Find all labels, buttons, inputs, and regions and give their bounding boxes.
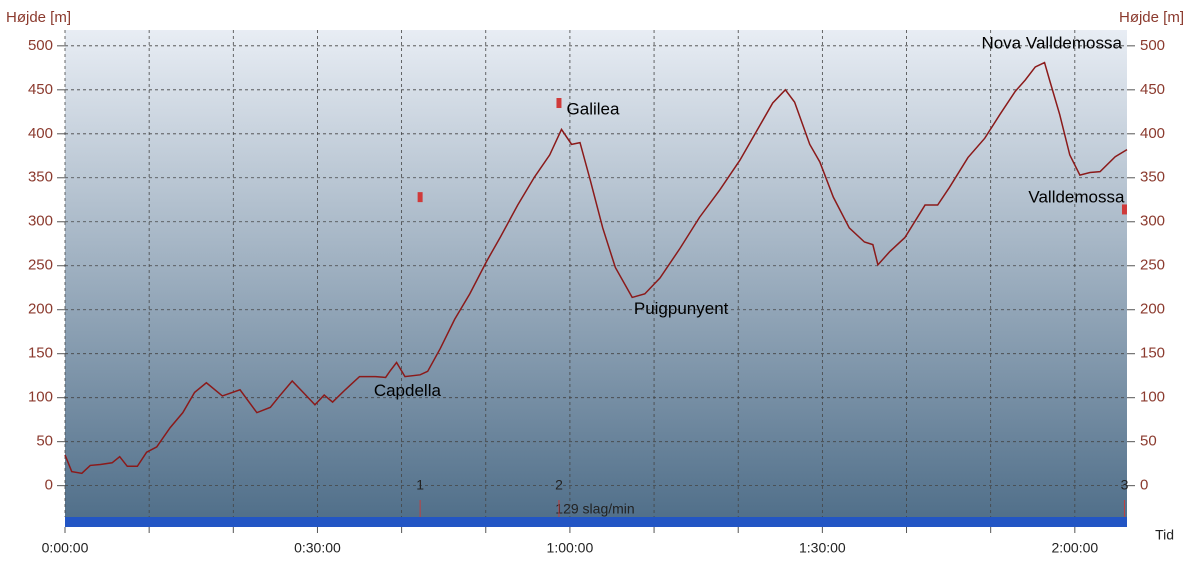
y2-tick-label: 0 xyxy=(1140,477,1148,494)
annotation: Nova Valldemossa xyxy=(981,34,1122,53)
y-tick-label: 300 xyxy=(28,213,53,230)
x-tick-label: 0:30:00 xyxy=(294,540,341,556)
y-axis-label: Højde [m] xyxy=(6,9,71,26)
waypoint-marker xyxy=(556,98,562,109)
y2-axis-label: Højde [m] xyxy=(1119,9,1184,26)
annotation: Capdella xyxy=(374,381,442,400)
annotation: Galilea xyxy=(567,100,620,119)
y-tick-label: 450 xyxy=(28,81,53,98)
waypoint-marker xyxy=(417,192,423,203)
annotation: Valldemossa xyxy=(1028,187,1125,206)
y-tick-label: 150 xyxy=(28,345,53,362)
y2-tick-label: 450 xyxy=(1140,81,1165,98)
y-tick-label: 500 xyxy=(28,37,53,54)
lap-label: 1 xyxy=(416,477,424,493)
y-tick-label: 350 xyxy=(28,169,53,186)
x-tick-label: 1:30:00 xyxy=(799,540,846,556)
elevation-line xyxy=(64,61,1128,475)
y2-tick-label: 500 xyxy=(1140,37,1165,54)
y2-tick-label: 150 xyxy=(1140,345,1165,362)
band-label: 129 slag/min xyxy=(555,501,634,517)
x-axis-label: Tid xyxy=(1155,527,1174,543)
y2-tick-label: 200 xyxy=(1140,301,1165,318)
y2-tick-label: 100 xyxy=(1140,389,1165,406)
lap-label: 3 xyxy=(1121,477,1129,493)
y2-tick-label: 300 xyxy=(1140,213,1165,230)
y2-tick-label: 50 xyxy=(1140,433,1157,450)
plot-area xyxy=(65,30,1127,527)
hr-band xyxy=(65,517,1127,527)
y-tick-label: 200 xyxy=(28,301,53,318)
waypoint-marker xyxy=(1121,204,1127,215)
y-tick-label: 400 xyxy=(28,125,53,142)
y2-tick-label: 350 xyxy=(1140,169,1165,186)
x-tick-label: 0:00:00 xyxy=(42,540,89,556)
y2-tick-label: 250 xyxy=(1140,257,1165,274)
y-tick-label: 50 xyxy=(36,433,53,450)
y2-tick-label: 400 xyxy=(1140,125,1165,142)
y-tick-label: 100 xyxy=(28,389,53,406)
annotation: Puigpunyent xyxy=(634,299,729,318)
x-tick-label: 2:00:00 xyxy=(1051,540,1098,556)
x-tick-label: 1:00:00 xyxy=(547,540,594,556)
y-tick-label: 0 xyxy=(45,477,53,494)
lap-label: 2 xyxy=(555,477,563,493)
y-tick-label: 250 xyxy=(28,257,53,274)
